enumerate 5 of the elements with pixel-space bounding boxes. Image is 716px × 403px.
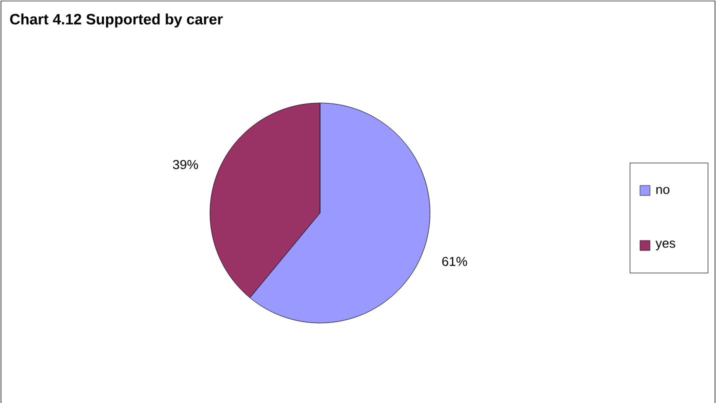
data-label: 39% <box>172 160 198 169</box>
chart-title: Chart 4.12 Supported by carer <box>10 13 223 28</box>
legend-label: yes <box>656 240 676 250</box>
legend-label: no <box>656 186 670 194</box>
data-label: 61% <box>442 256 468 266</box>
